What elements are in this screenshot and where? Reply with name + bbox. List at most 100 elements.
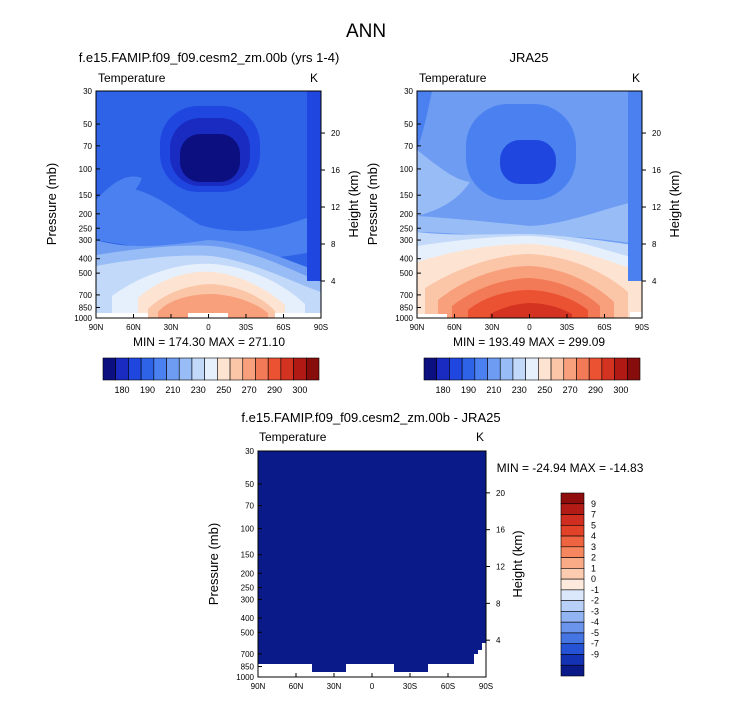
colorbar-swatch (560, 664, 585, 677)
colorbar-label: 210 (165, 385, 180, 395)
y-tick-label: 200 (400, 210, 414, 219)
panel-obs-units: K (632, 71, 640, 85)
height-tick-label: 12 (331, 203, 340, 212)
x-tick-label: 30N (164, 323, 179, 332)
colorbar-swatch (550, 357, 565, 381)
colorbar-swatch (560, 492, 585, 505)
colorbar-swatch (423, 357, 438, 381)
y-tick-label: 100 (241, 525, 255, 534)
y-tick-label: 250 (79, 224, 93, 233)
colorbar-swatch (487, 357, 501, 381)
y-tick-label: 50 (245, 480, 254, 489)
y-tick-label: 1000 (395, 314, 413, 323)
colorbar-swatch (499, 357, 514, 381)
x-tick-label: 30N (485, 323, 500, 332)
panel-obs-title: JRA25 (509, 50, 548, 65)
height-tick-label: 16 (652, 166, 661, 175)
panel-obs-height-axis: 4 8 12 16 20 (642, 129, 661, 286)
colorbar-swatch (128, 357, 142, 381)
panel-diff: f.e15.FAMIP.f09_f09.cesm2_zm.00b - JRA25… (206, 410, 644, 691)
y-tick-label: 200 (79, 210, 93, 219)
height-tick-label: 8 (331, 240, 336, 249)
colorbar-swatch (525, 357, 539, 381)
contour-band (417, 91, 432, 150)
x-tick-label: 60N (126, 323, 141, 332)
colorbar-label: 300 (613, 385, 628, 395)
colorbar-swatch (560, 535, 585, 548)
y-tick-label: 1000 (74, 314, 92, 323)
panel-obs-minmax: MIN = 193.49 MAX = 299.09 (453, 335, 605, 349)
colorbar-swatch (560, 654, 585, 666)
colorbar-swatch (538, 357, 552, 381)
below-surface-mask (275, 313, 321, 318)
panel-diff-variable: Temperature (259, 430, 327, 444)
height-tick-label: 4 (331, 277, 336, 286)
y-tick-label: 250 (241, 584, 255, 593)
x-tick-label: 90S (479, 682, 493, 691)
panel-diff-height-axis: 4 8 12 16 20 (486, 489, 505, 645)
x-tick-label: 60S (597, 323, 611, 332)
colorbar-label: -7 (591, 639, 599, 649)
panel-model-colorbar: 180 190 210 230 250 270 290 300 (102, 357, 320, 395)
x-tick-label: 60N (289, 682, 304, 691)
colorbar-swatch (140, 357, 155, 381)
colorbar-label: 180 (436, 385, 451, 395)
contour-band (490, 303, 572, 318)
panel-obs-variable: Temperature (419, 71, 487, 85)
x-tick-label: 30S (560, 323, 574, 332)
colorbar-swatch (576, 357, 590, 381)
below-surface-mask (630, 312, 642, 318)
height-tick-label: 8 (652, 240, 657, 249)
colorbar-swatch (614, 357, 628, 381)
colorbar-swatch (449, 357, 463, 381)
contour-band (417, 200, 642, 245)
below-surface-mask (417, 314, 447, 318)
colorbar-swatch (102, 357, 117, 381)
height-tick-label: 8 (496, 599, 501, 608)
colorbar-label: 0 (591, 574, 596, 584)
y-tick-label: 850 (241, 663, 255, 672)
colorbar-swatch (560, 568, 585, 580)
colorbar-label: 1 (591, 563, 596, 573)
colorbar-label: 270 (242, 385, 257, 395)
panel-model-height-axis: 4 8 12 16 20 (321, 129, 340, 286)
y-tick-label: 70 (404, 142, 413, 151)
colorbar-swatch (601, 357, 615, 381)
y-tick-label: 500 (79, 269, 93, 278)
colorbar-swatch (436, 357, 450, 381)
colorbar-label: 190 (461, 385, 476, 395)
x-tick-label: 30S (403, 682, 417, 691)
colorbar-label: -2 (591, 596, 599, 606)
panel-obs-x-axis: 90N 60N 30N 0 30S 60S 90S (410, 314, 649, 332)
colorbar-swatch (293, 357, 307, 381)
height-tick-label: 16 (496, 526, 505, 535)
height-tick-label: 4 (652, 277, 657, 286)
y-tick-label: 700 (400, 291, 414, 300)
height-tick-label: 4 (496, 636, 501, 645)
y-tick-label: 30 (83, 87, 92, 96)
colorbar-label: 190 (140, 385, 155, 395)
x-tick-label: 60N (447, 323, 462, 332)
colorbar-swatch (191, 357, 205, 381)
y-tick-label: 150 (79, 191, 93, 200)
x-tick-label: 60S (276, 323, 290, 332)
height-tick-label: 20 (331, 129, 340, 138)
colorbar-label: 300 (292, 385, 307, 395)
contour-band (258, 451, 486, 677)
below-surface-mask (258, 643, 486, 677)
colorbar-swatch (563, 357, 577, 381)
colorbar-swatch (560, 524, 585, 537)
panel-diff-x-axis: 90N 60N 30N 0 30S 60S 90S (251, 673, 493, 691)
colorbar-swatch (560, 514, 585, 526)
panel-model-y-axis: 30 50 70 100 150 200 250 300 400 500 700 850 1000 (74, 87, 100, 323)
panel-obs-ylabel: Pressure (mb) (365, 163, 380, 245)
y-tick-label: 300 (241, 595, 255, 604)
panel-model-variable: Temperature (98, 71, 166, 85)
y-tick-label: 200 (241, 569, 255, 578)
panel-model-minmax: MIN = 174.30 MAX = 271.10 (133, 335, 285, 349)
height-tick-label: 16 (331, 166, 340, 175)
y-tick-label: 1000 (236, 673, 254, 682)
y-tick-label: 30 (245, 447, 254, 456)
y-tick-label: 400 (400, 255, 414, 264)
